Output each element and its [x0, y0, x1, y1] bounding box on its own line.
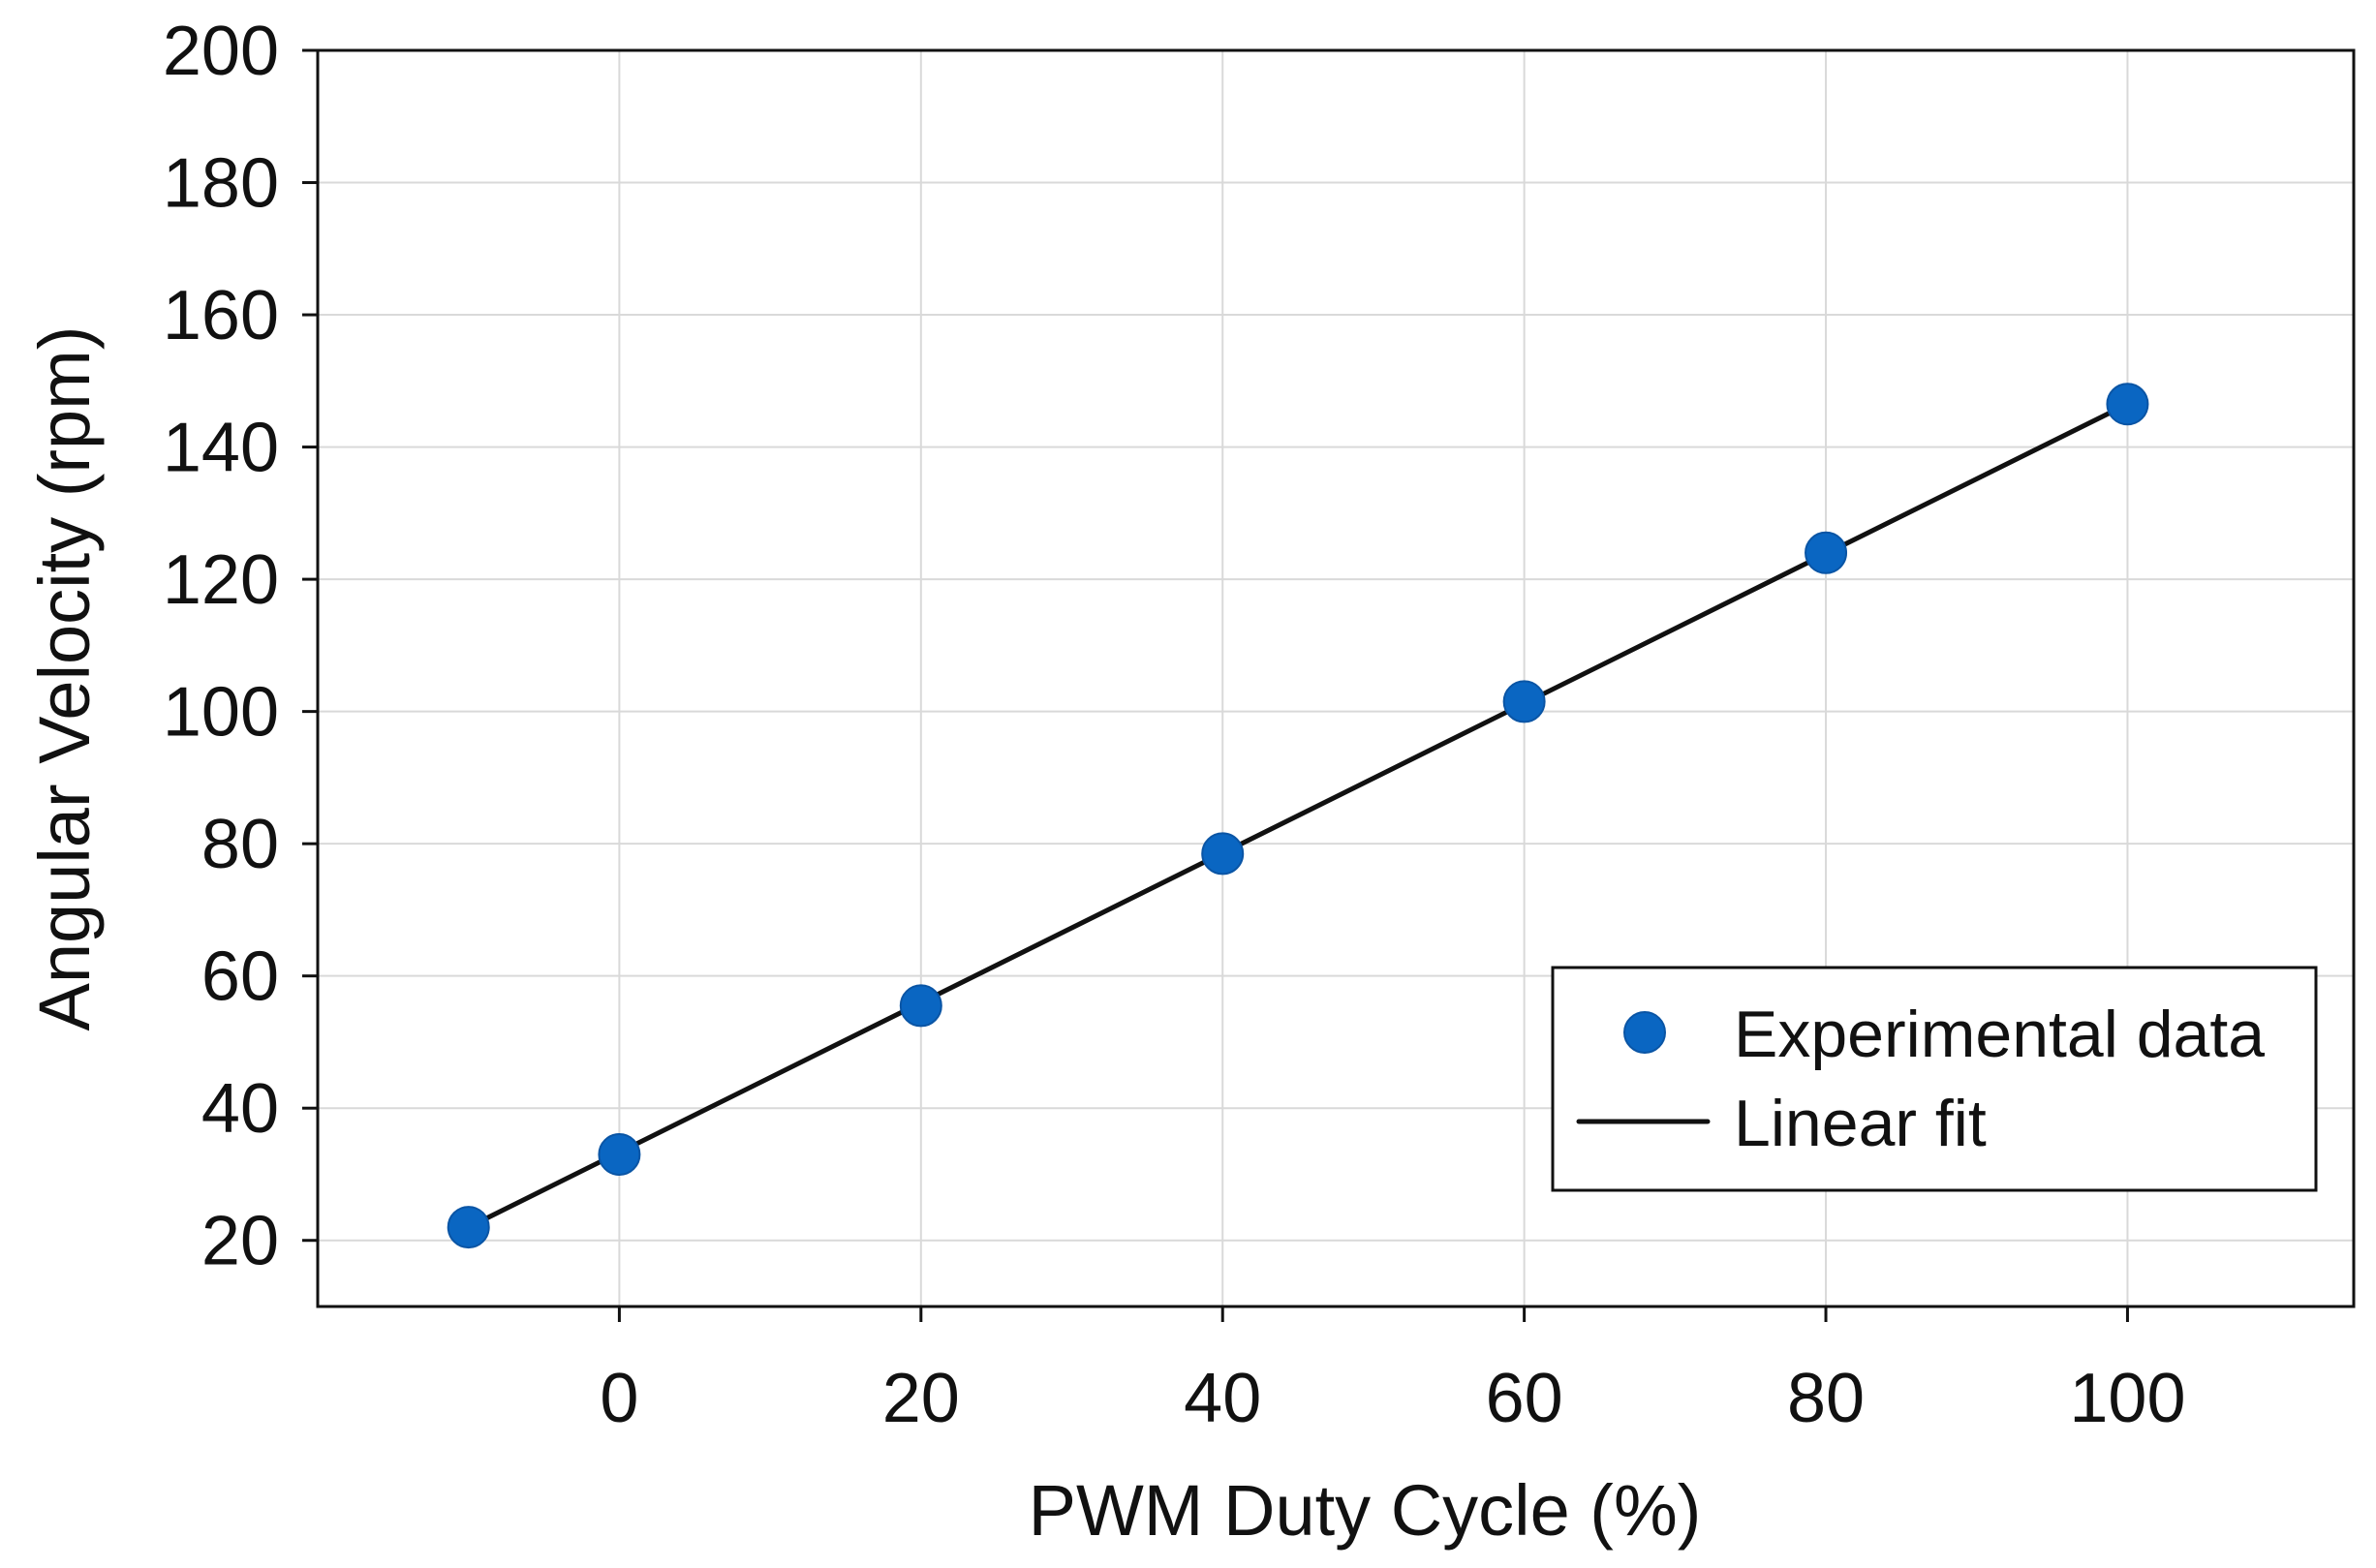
x-axis-title: PWM Duty Cycle (%)	[1029, 1470, 1702, 1551]
data-point-1	[598, 1132, 641, 1176]
legend-label-experimental-data: Experimental data	[1734, 998, 2265, 1071]
data-point-5	[1805, 531, 1848, 574]
x-tick-label-3: 60	[1486, 1360, 1563, 1437]
y-tick-label-8: 180	[163, 145, 279, 223]
x-tick-label-2: 40	[1184, 1360, 1261, 1437]
data-point-0	[447, 1206, 490, 1249]
x-tick-label-0: 0	[600, 1360, 638, 1437]
legend-marker-experimental-data	[1623, 1011, 1666, 1054]
legend-label-linear-fit: Linear fit	[1734, 1087, 1987, 1160]
y-tick-label-6: 140	[163, 410, 279, 487]
plot-frame	[316, 48, 2356, 1308]
tick-layer: 0 20 40 60 80 100 20 40 60 80 100 120 140 160 180 200	[163, 13, 2186, 1437]
data-point-6	[2106, 383, 2149, 426]
legend-box	[1551, 966, 2318, 1192]
data-point-3	[1201, 832, 1245, 876]
y-tick-label-7: 160	[163, 277, 279, 354]
point-layer	[447, 383, 2149, 1249]
axes-layer	[316, 48, 2356, 1308]
y-axis-title: Angular Velocity (rpm)	[24, 326, 105, 1031]
y-tick-label-1: 40	[201, 1070, 279, 1148]
y-tick-label-3: 80	[201, 806, 279, 883]
y-tick-label-9: 200	[163, 13, 279, 90]
y-tick-label-5: 120	[163, 541, 279, 619]
y-tick-label-2: 60	[201, 938, 279, 1016]
label-layer: PWM Duty Cycle (%) Angular Velocity (rpm)	[24, 326, 1701, 1551]
y-tick-label-0: 20	[201, 1203, 279, 1280]
line-layer	[466, 401, 2130, 1230]
data-point-4	[1502, 680, 1546, 723]
legend: Experimental data Linear fit	[1551, 966, 2318, 1192]
data-point-2	[899, 984, 942, 1028]
grid-layer	[318, 49, 2354, 1307]
y-tick-label-4: 100	[163, 674, 279, 752]
x-tick-label-1: 20	[882, 1360, 960, 1437]
x-tick-label-4: 80	[1787, 1360, 1865, 1437]
linear-fit-line	[466, 401, 2130, 1230]
x-tick-label-5: 100	[2069, 1360, 2185, 1437]
